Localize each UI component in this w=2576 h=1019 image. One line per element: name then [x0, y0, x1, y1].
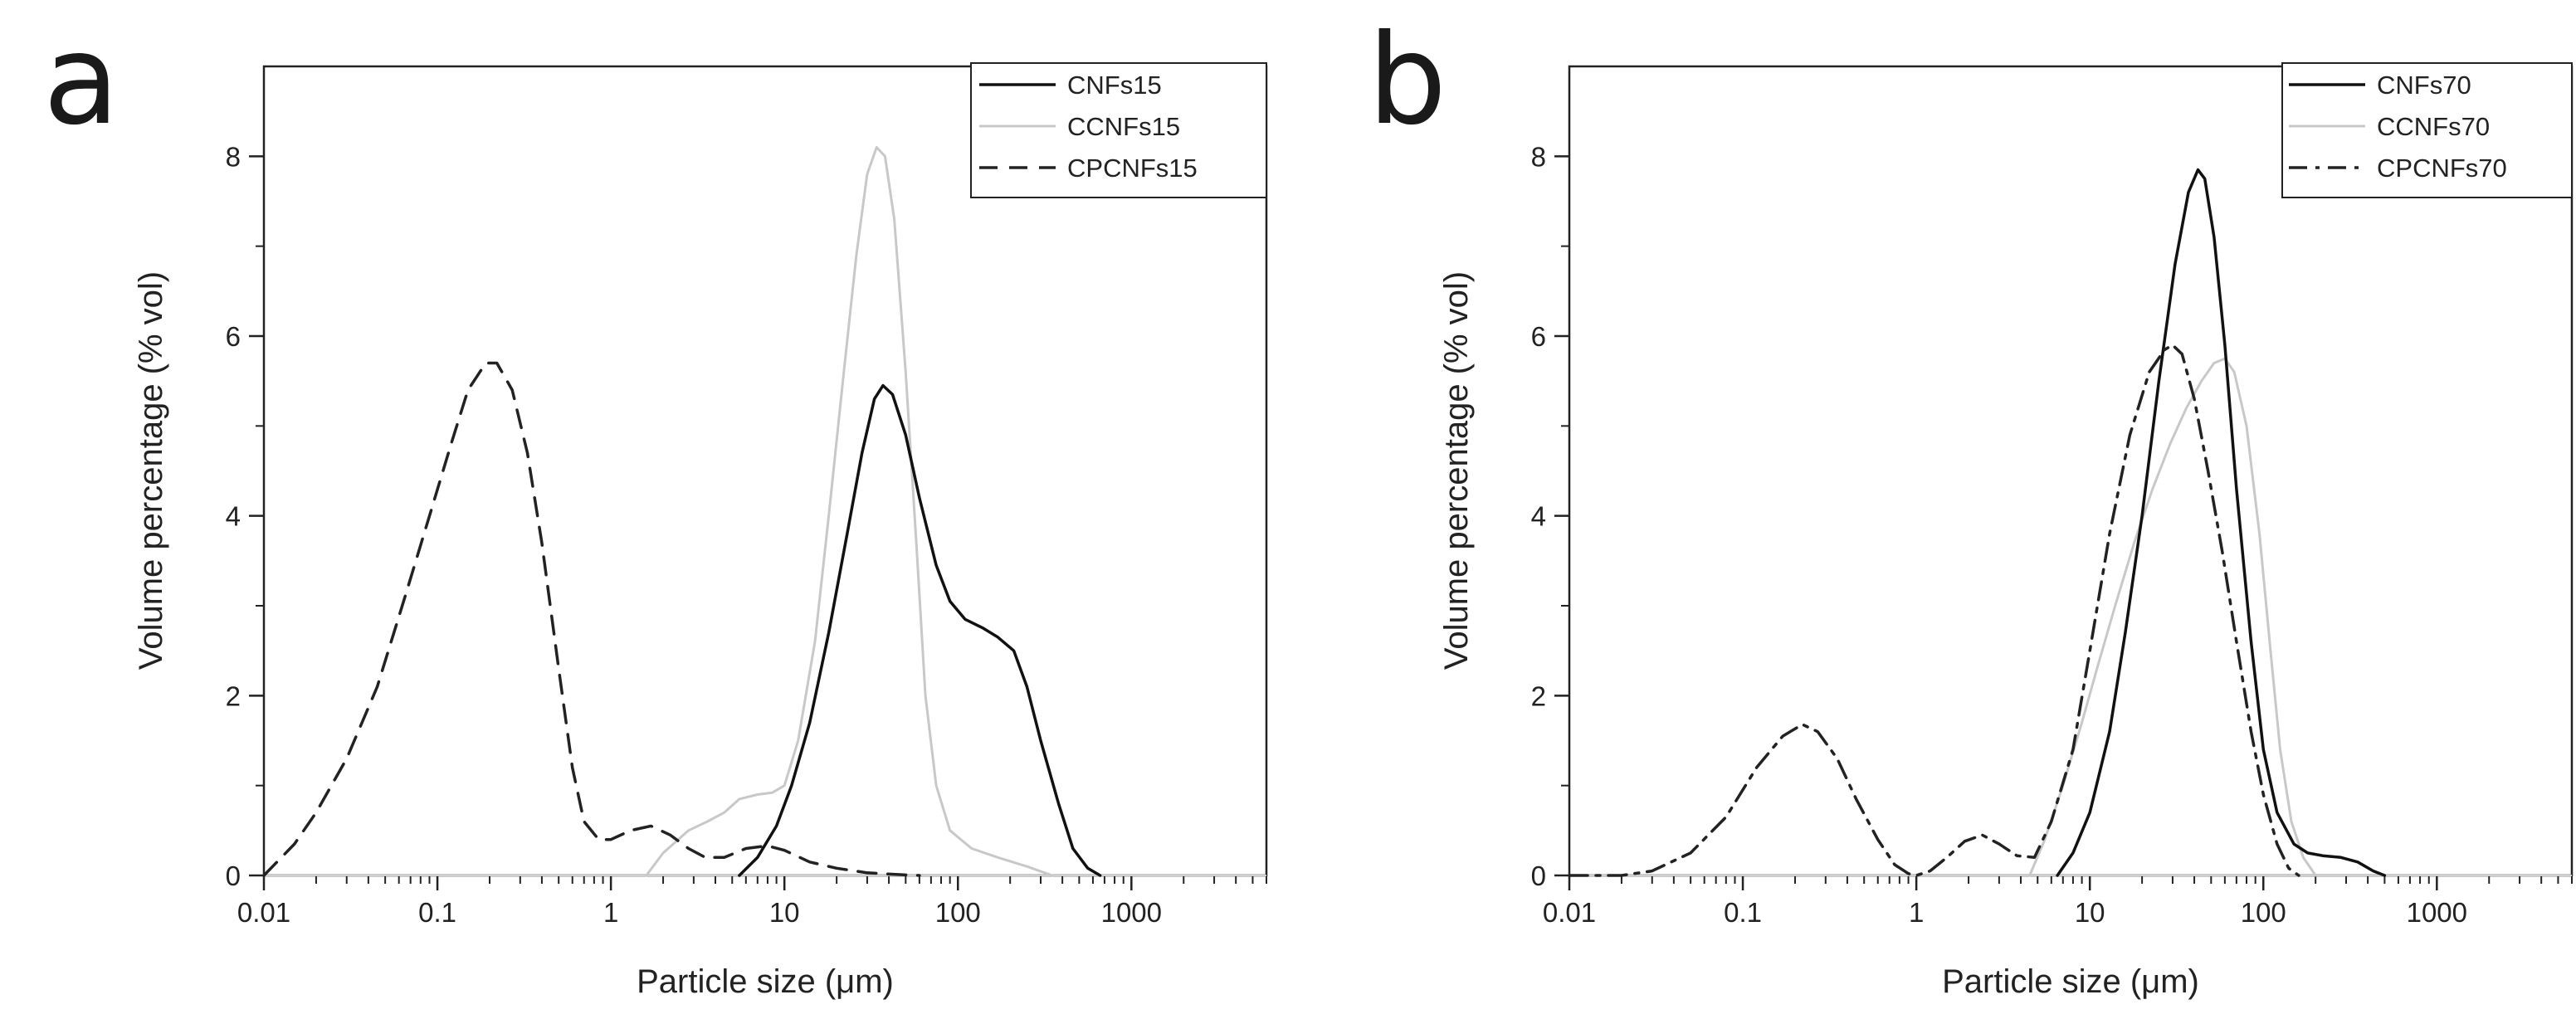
panel-a-series-cpcnfs15-line [262, 361, 921, 877]
panel-a-legend-label-cpcnfs15: CPCNFs15 [1067, 154, 1198, 183]
panel-a-x-tick-label: 0.1 [418, 897, 456, 928]
panel-a-series-cnfs15-line [738, 383, 1102, 877]
panel-a-y-tick-label: 8 [226, 141, 241, 172]
panel-a: a 0.01 0.1 1 10 100 1000 0 2 4 6 8 CNFs15 CCNFs15 … [43, 8, 1268, 1000]
panel-a-x-tick-label: 100 [935, 897, 981, 928]
panel-b-series-ccnfs70-line [2028, 357, 2317, 877]
panel-b-y-tick-label: 0 [1531, 861, 1546, 891]
panel-b-series-cnfs70-line [2056, 168, 2387, 877]
panel-b-y-axis-title: Volume percentage (% vol) [1438, 271, 1475, 670]
panel-b-x-tick-label: 0.01 [1543, 897, 1596, 928]
panel-a-y-axis-title: Volume percentage (% vol) [133, 271, 169, 670]
panel-a-legend: CNFs15 CCNFs15 CPCNFs15 [970, 62, 1267, 198]
panel-b-series-cpcnfs70-line [1568, 344, 2300, 877]
panel-a-series-ccnfs15-line [645, 146, 1054, 877]
panel-a-y-tick-label: 6 [226, 321, 241, 352]
panel-b-x-axis-title: Particle size (μm) [1942, 963, 2199, 1000]
panel-b-x-tick-label: 0.1 [1724, 897, 1762, 928]
panel-b-y-tick-label: 2 [1531, 680, 1546, 711]
panel-b-y-tick-label: 6 [1531, 321, 1546, 352]
panel-b-letter: b [1368, 8, 1447, 153]
panel-b-legend: CNFs70 CCNFs70 CPCNFs70 [2281, 62, 2573, 198]
panel-a-letter: a [43, 8, 120, 153]
panel-a-legend-label-cnfs15: CNFs15 [1067, 71, 1162, 100]
panel-b-x-tick-label: 10 [2075, 897, 2105, 928]
panel-a-lines [262, 146, 1266, 877]
panel-b-legend-label-ccnfs70: CCNFs70 [2377, 112, 2490, 141]
panel-b: b 0.01 0.1 1 10 100 1000 0 2 4 6 8 CNFs70 CCNFs70 … [1368, 8, 2574, 1000]
panel-a-y-tick-label: 2 [226, 680, 241, 711]
panel-b-x-tick-label: 1 [1909, 897, 1924, 928]
panel-a-x-tick-label: 1000 [1101, 897, 1162, 928]
panel-a-x-axis-title: Particle size (μm) [637, 963, 894, 1000]
panel-b-legend-label-cpcnfs70: CPCNFs70 [2377, 154, 2507, 183]
panel-a-ticks: 0.01 0.1 1 10 100 1000 0 2 4 6 8 [226, 141, 1267, 928]
panel-a-y-tick-label: 4 [226, 501, 241, 532]
panel-b-lines [1568, 168, 2572, 877]
panel-a-legend-label-ccnfs15: CCNFs15 [1067, 112, 1180, 141]
panel-b-y-tick-label: 8 [1531, 141, 1546, 172]
panel-b-ticks: 0.01 0.1 1 10 100 1000 0 2 4 6 8 [1531, 141, 2573, 928]
panel-b-legend-label-cnfs70: CNFs70 [2377, 71, 2471, 100]
panel-b-x-tick-label: 100 [2241, 897, 2286, 928]
panel-a-x-tick-label: 0.01 [237, 897, 290, 928]
panel-a-y-tick-label: 0 [226, 861, 241, 891]
panel-b-y-tick-label: 4 [1531, 501, 1546, 532]
panel-b-x-tick-label: 1000 [2407, 897, 2467, 928]
panel-a-x-tick-label: 10 [769, 897, 800, 928]
panel-a-x-tick-label: 1 [603, 897, 618, 928]
